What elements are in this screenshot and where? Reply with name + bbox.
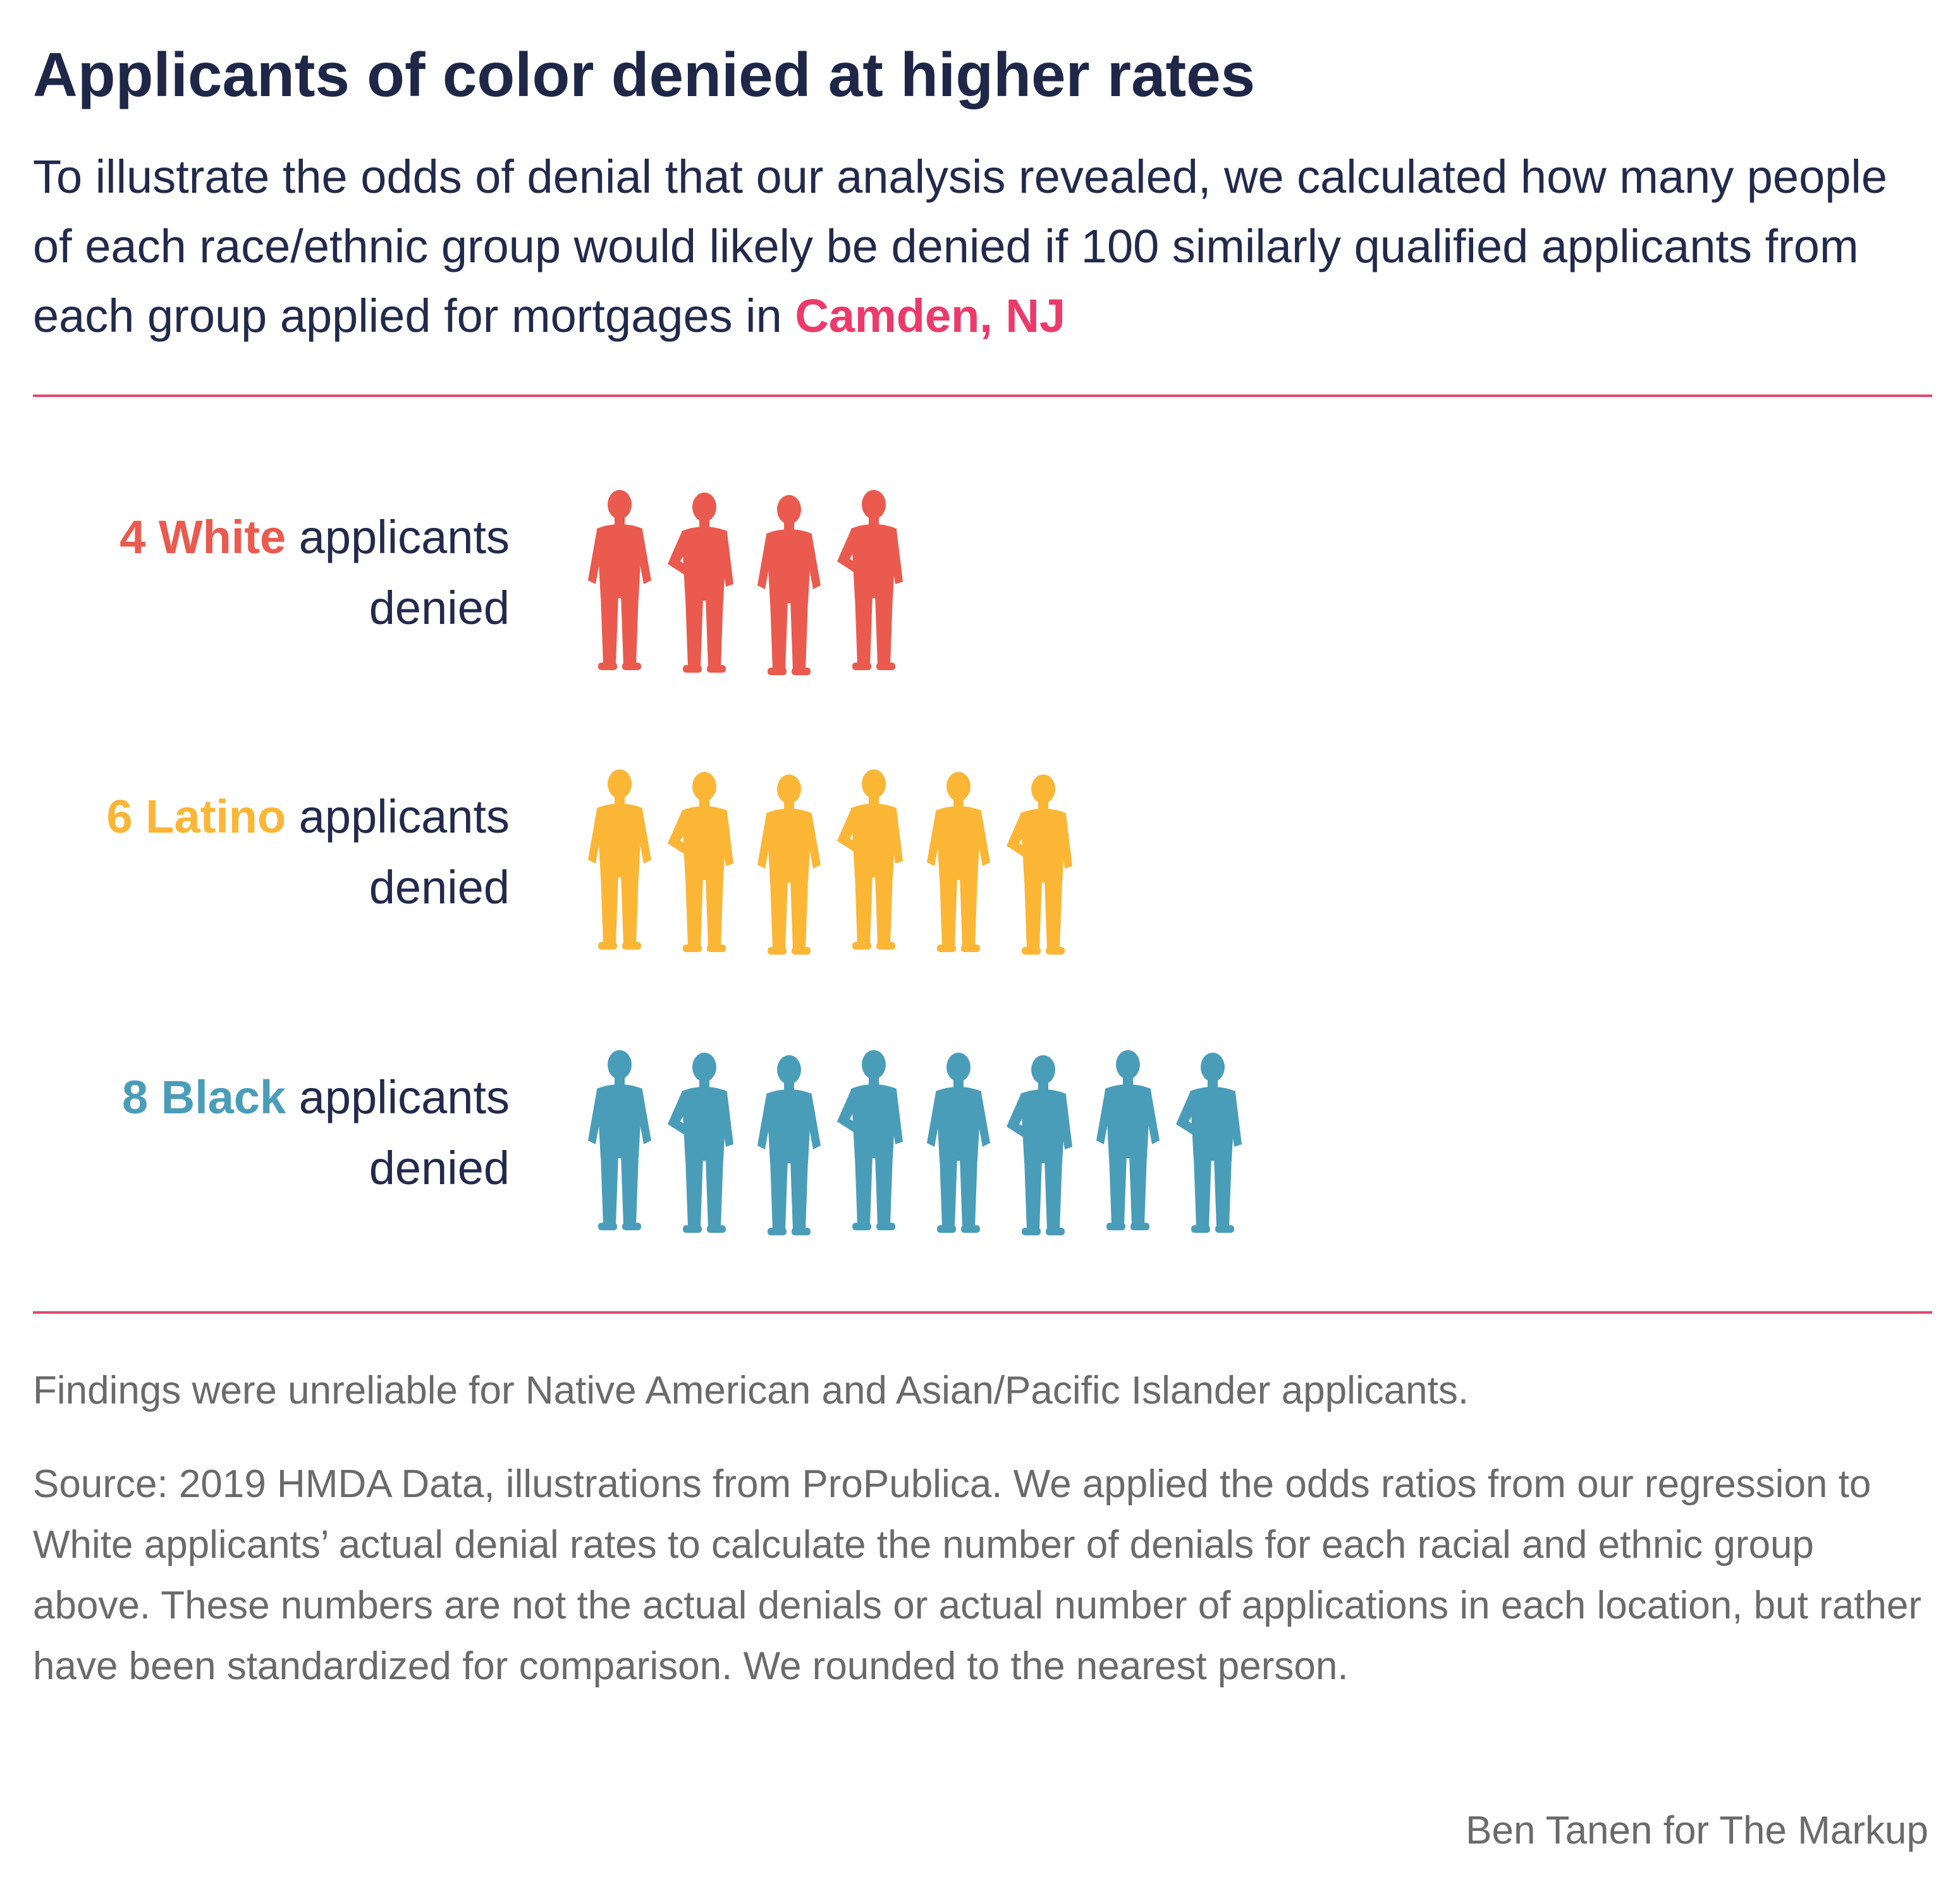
pictogram-black <box>588 1050 1242 1235</box>
chart-title: Applicants of color denied at higher rat… <box>33 40 1256 109</box>
row-group-latino: Latino <box>145 790 286 843</box>
person-icon <box>837 769 903 950</box>
person-icon <box>1007 1055 1072 1235</box>
row-black: 8 Black applicants denied <box>0 1047 1960 1237</box>
row-latino: 6 Latino applicants denied <box>0 766 1960 956</box>
reliability-note: Findings were unreliable for Native Amer… <box>33 1369 1469 1412</box>
row-count-black: 8 <box>122 1071 149 1123</box>
person-icon <box>668 772 733 952</box>
subtitle-text: To illustrate the odds of denial that ou… <box>33 150 1887 342</box>
row-white: 4 White applicants denied <box>0 487 1960 676</box>
row-label-black: 8 Black applicants denied <box>25 1062 510 1204</box>
top-divider <box>33 395 1932 397</box>
person-icon <box>757 495 821 675</box>
row-rest-black: applicants <box>298 1071 510 1123</box>
row-count-white: 4 <box>119 511 146 563</box>
row-group-white: White <box>158 511 286 563</box>
row-rest-white: applicants <box>298 511 510 563</box>
row-line2-white: denied <box>369 582 510 634</box>
row-rest-latino: applicants <box>298 790 510 843</box>
person-icon <box>668 492 733 673</box>
person-icon <box>757 774 821 955</box>
bottom-divider <box>33 1311 1932 1314</box>
person-icon <box>757 1055 821 1235</box>
row-label-white: 4 White applicants denied <box>25 502 510 644</box>
person-icon <box>1007 774 1072 955</box>
person-icon <box>837 1050 903 1230</box>
row-group-black: Black <box>161 1071 286 1123</box>
person-icon <box>1096 1050 1160 1230</box>
person-icon <box>927 1053 990 1233</box>
person-icon <box>588 490 651 670</box>
pictogram-white <box>588 490 903 675</box>
row-line2-latino: denied <box>369 861 510 914</box>
pictogram-latino <box>588 769 1072 955</box>
person-icon <box>1176 1053 1242 1233</box>
source-note: Source: 2019 HMDA Data, illustrations fr… <box>33 1462 1922 1688</box>
row-count-latino: 6 <box>106 790 133 843</box>
person-icon <box>588 769 651 950</box>
row-line2-black: denied <box>369 1142 510 1194</box>
person-icon <box>837 490 903 670</box>
credit-line: Ben Tanen for The Markup <box>1466 1809 1928 1852</box>
location-highlight: Camden, NJ <box>795 290 1065 342</box>
person-icon <box>588 1050 651 1230</box>
chart-subtitle: To illustrate the odds of denial that ou… <box>33 142 1930 351</box>
person-icon <box>668 1053 733 1233</box>
person-icon <box>927 772 990 952</box>
row-label-latino: 6 Latino applicants denied <box>25 781 510 923</box>
